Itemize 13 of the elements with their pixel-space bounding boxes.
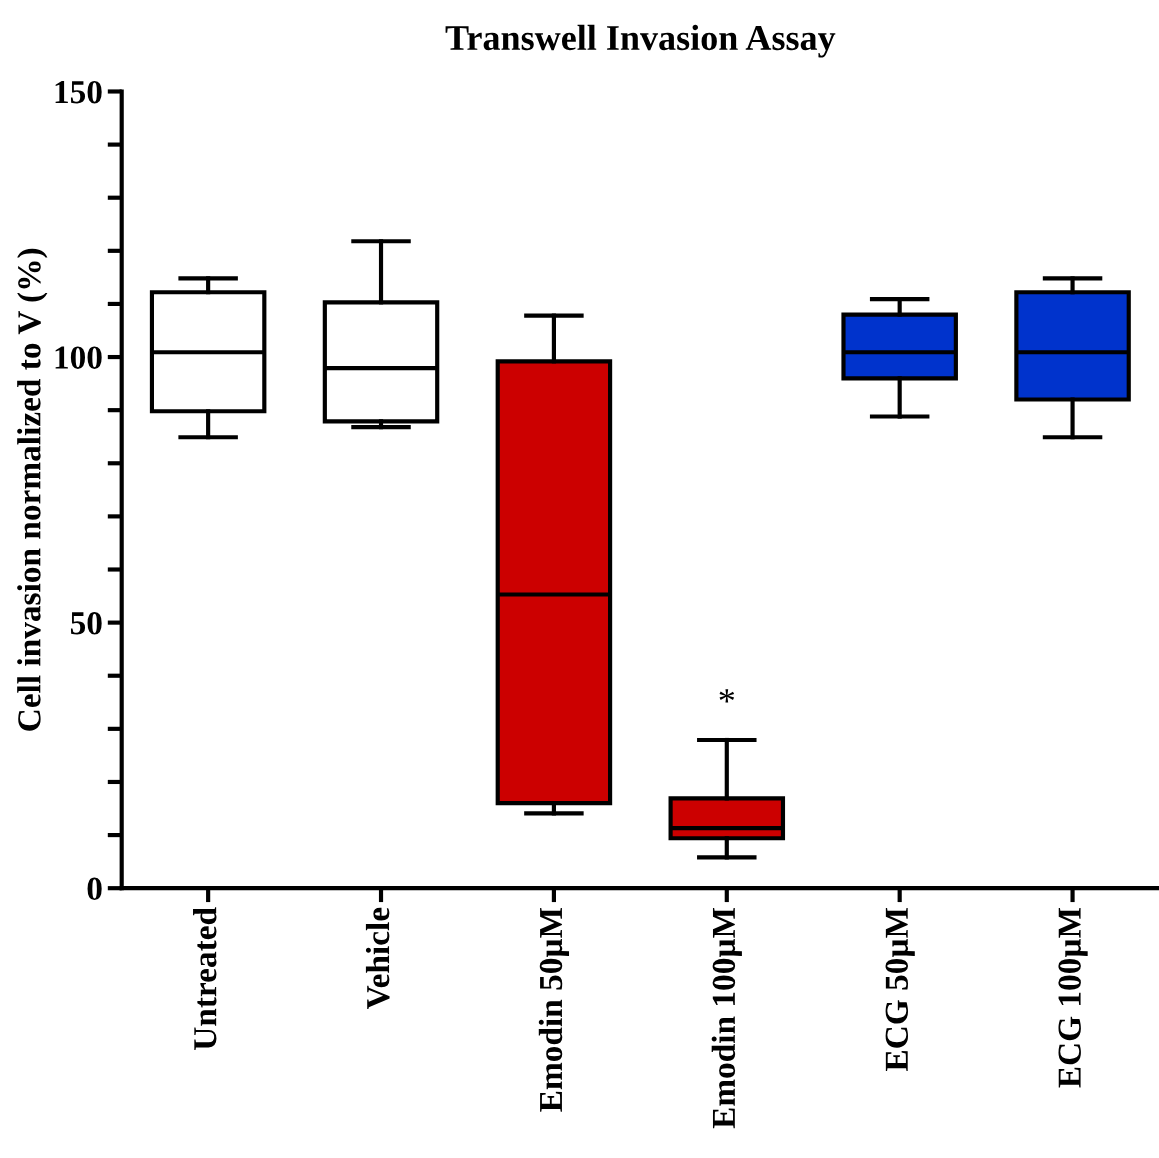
x-tick-label: ECG 50µM <box>885 907 915 1071</box>
y-tick-label: 50 <box>70 612 102 635</box>
x-tick-label: ECG 100µM <box>1058 907 1088 1088</box>
chart-title: Transwell Invasion Assay <box>445 24 836 58</box>
y-axis-title: Cell invasion normalized to V (%) <box>17 248 48 731</box>
x-tick-label: Emodin 100µM <box>711 907 742 1129</box>
annotation: * <box>719 689 735 703</box>
y-tick-label: 150 <box>55 80 102 104</box>
x-tick-label: Emodin 50µM <box>538 907 570 1112</box>
y-tick-label: 100 <box>55 346 102 369</box>
y-tick-label: 0 <box>87 877 102 901</box>
x-tick-label: Untreated <box>193 907 217 1050</box>
x-tick-label: Vehicle <box>365 907 390 1010</box>
